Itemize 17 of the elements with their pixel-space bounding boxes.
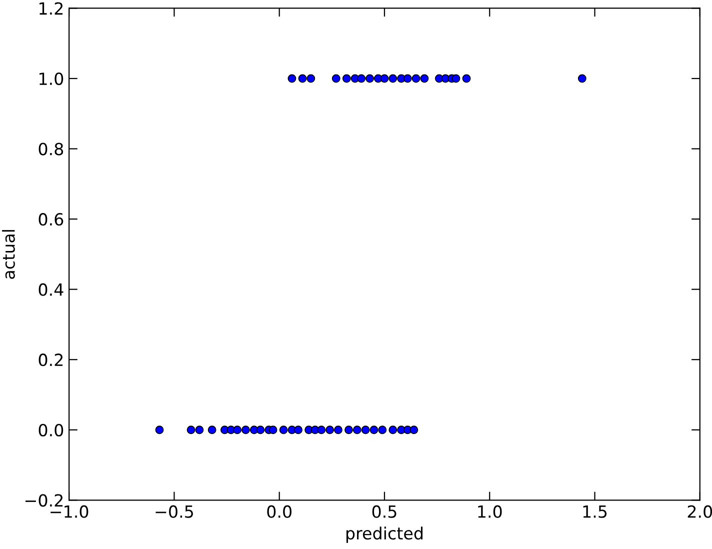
- x-axis-title: predicted: [346, 526, 422, 543]
- y-tick-label: 0.4: [38, 283, 64, 296]
- y-tick-label: −0.2: [25, 494, 63, 507]
- x-tick-label: −0.5: [156, 505, 193, 518]
- x-tick-label: 0.5: [372, 505, 396, 518]
- x-tick-label: 2.0: [688, 505, 712, 518]
- y-tick-label: 1.2: [40, 2, 63, 15]
- y-tick-label: 1.0: [40, 72, 64, 86]
- x-tick-label: 1.0: [478, 505, 502, 518]
- x-tick-label: 0.0: [267, 505, 292, 518]
- y-tick-label: 0.2: [38, 354, 63, 366]
- x-tick-label: 1.5: [583, 506, 607, 518]
- x-tick-label: −1.0: [50, 505, 88, 518]
- y-tick-label: 0.8: [38, 142, 64, 156]
- y-tick-label: 0.0: [38, 424, 64, 436]
- y-axis-title: actual: [2, 230, 15, 279]
- y-tick-label: 0.6: [38, 213, 64, 226]
